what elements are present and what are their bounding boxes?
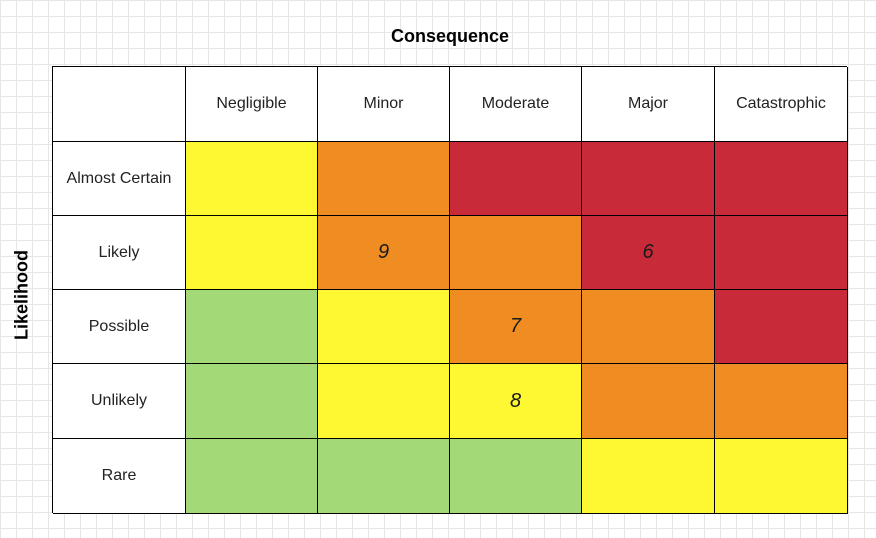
risk-cell-almost-certain-minor	[318, 142, 450, 216]
risk-cell-possible-negligible	[186, 290, 318, 364]
risk-cell-unlikely-negligible	[186, 364, 318, 439]
row-header-likely: Likely	[53, 216, 186, 290]
risk-cell-rare-moderate	[450, 439, 582, 514]
risk-matrix: Negligible Minor Moderate Major Catastro…	[52, 66, 848, 514]
risk-cell-possible-minor	[318, 290, 450, 364]
column-header-minor: Minor	[318, 67, 450, 142]
risk-cell-likely-moderate	[450, 216, 582, 290]
risk-cell-possible-catastrophic	[715, 290, 848, 364]
risk-cell-almost-certain-major	[582, 142, 715, 216]
column-header-major: Major	[582, 67, 715, 142]
consequence-axis-title: Consequence	[390, 26, 510, 46]
likelihood-axis-title: Likelihood	[11, 250, 32, 340]
risk-cell-possible-moderate: 7	[450, 290, 582, 364]
risk-cell-likely-minor: 9	[318, 216, 450, 290]
risk-cell-likely-major: 6	[582, 216, 715, 290]
risk-cell-rare-negligible	[186, 439, 318, 514]
risk-cell-almost-certain-negligible	[186, 142, 318, 216]
column-header-moderate: Moderate	[450, 67, 582, 142]
risk-cell-unlikely-moderate: 8	[450, 364, 582, 439]
risk-cell-rare-catastrophic	[715, 439, 848, 514]
risk-cell-possible-major	[582, 290, 715, 364]
row-header-almost-certain: Almost Certain	[53, 142, 186, 216]
risk-cell-unlikely-minor	[318, 364, 450, 439]
risk-cell-likely-catastrophic	[715, 216, 848, 290]
row-header-possible: Possible	[53, 290, 186, 364]
row-header-rare: Rare	[53, 439, 186, 514]
risk-cell-unlikely-major	[582, 364, 715, 439]
risk-cell-almost-certain-catastrophic	[715, 142, 848, 216]
row-header-unlikely: Unlikely	[53, 364, 186, 439]
column-header-catastrophic: Catastrophic	[715, 67, 848, 142]
column-header-negligible: Negligible	[186, 67, 318, 142]
risk-cell-likely-negligible	[186, 216, 318, 290]
corner-cell	[53, 67, 186, 142]
risk-cell-rare-minor	[318, 439, 450, 514]
risk-cell-rare-major	[582, 439, 715, 514]
risk-cell-unlikely-catastrophic	[715, 364, 848, 439]
risk-cell-almost-certain-moderate	[450, 142, 582, 216]
